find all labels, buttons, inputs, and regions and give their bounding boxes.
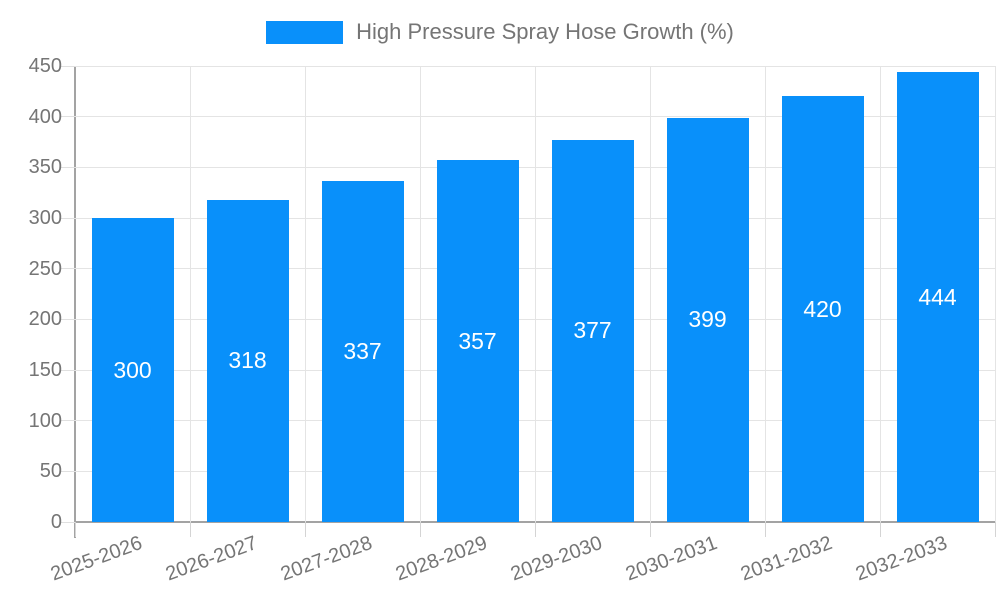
bar-value-label: 300 [113, 356, 152, 383]
x-gridline [879, 66, 881, 522]
y-axis-tick [61, 369, 75, 371]
bar-value-label: 337 [343, 337, 382, 364]
bar[interactable]: 420 [781, 96, 864, 522]
y-axis-line [74, 66, 76, 538]
bar-value-label: 444 [918, 283, 957, 310]
bar-value-label: 399 [688, 306, 727, 333]
bar[interactable]: 444 [896, 72, 979, 522]
x-gridline [534, 66, 536, 522]
x-axis-tick [649, 522, 651, 537]
y-axis-tick [61, 116, 75, 118]
y-axis-label: 0 [50, 511, 62, 533]
legend-label: High Pressure Spray Hose Growth (%) [356, 19, 734, 44]
y-axis-label: 200 [28, 308, 62, 331]
plot-area: 0 50 100 150 200 250 300 350 400 450 300 2025-2026 3… [29, 55, 996, 585]
x-axis-label: 2032-2033 [852, 532, 951, 586]
y-axis-tick [61, 166, 75, 168]
x-axis-tick [304, 522, 306, 537]
x-axis-label: 2028-2029 [392, 532, 491, 586]
bar-value-label: 377 [573, 317, 612, 344]
x-axis-tick [994, 522, 996, 537]
bar-value-label: 357 [458, 327, 497, 354]
x-axis-label: 2031-2032 [737, 532, 836, 586]
x-axis-tick [74, 522, 76, 537]
legend-swatch [266, 20, 344, 44]
x-axis-tick [189, 522, 191, 537]
x-axis-tick [419, 522, 421, 537]
x-axis-label: 2029-2030 [507, 532, 606, 586]
y-axis-label: 300 [28, 207, 62, 229]
x-axis-label: 2030-2031 [622, 532, 721, 586]
y-axis-tick [61, 65, 75, 67]
x-gridline [189, 66, 191, 522]
x-gridline [304, 66, 306, 522]
y-axis-tick [61, 217, 75, 219]
y-axis-label: 350 [28, 156, 62, 179]
x-axis-label: 2027-2028 [277, 532, 376, 586]
x-gridline [994, 66, 996, 522]
y-axis-tick [61, 521, 75, 523]
x-axis-label: 2025-2026 [47, 532, 146, 586]
legend[interactable]: High Pressure Spray Hose Growth (%) [0, 18, 1000, 46]
y-axis-label: 450 [28, 55, 62, 77]
bar[interactable]: 399 [666, 117, 749, 522]
x-gridline [419, 66, 421, 522]
y-axis-tick [61, 420, 75, 422]
y-axis-tick [61, 318, 75, 320]
y-axis-tick [61, 268, 75, 270]
x-gridline [649, 66, 651, 522]
bar-value-label: 420 [803, 295, 842, 322]
bar[interactable]: 318 [206, 199, 289, 522]
bar-value-label: 318 [228, 347, 267, 374]
y-axis-label: 150 [28, 359, 62, 381]
bar[interactable]: 300 [91, 218, 174, 522]
x-axis-tick [534, 522, 536, 537]
y-axis-label: 250 [28, 257, 62, 280]
y-axis-tick [61, 470, 75, 472]
x-axis-tick [764, 522, 766, 537]
x-gridline [764, 66, 766, 522]
y-axis-label: 400 [28, 105, 62, 128]
x-axis-label: 2026-2027 [162, 532, 261, 586]
bar[interactable]: 337 [321, 180, 404, 522]
bar[interactable]: 357 [436, 160, 519, 522]
x-axis-tick [879, 522, 881, 537]
bar[interactable]: 377 [551, 139, 634, 522]
y-axis-label: 50 [39, 460, 62, 483]
y-axis-label: 100 [28, 409, 62, 432]
